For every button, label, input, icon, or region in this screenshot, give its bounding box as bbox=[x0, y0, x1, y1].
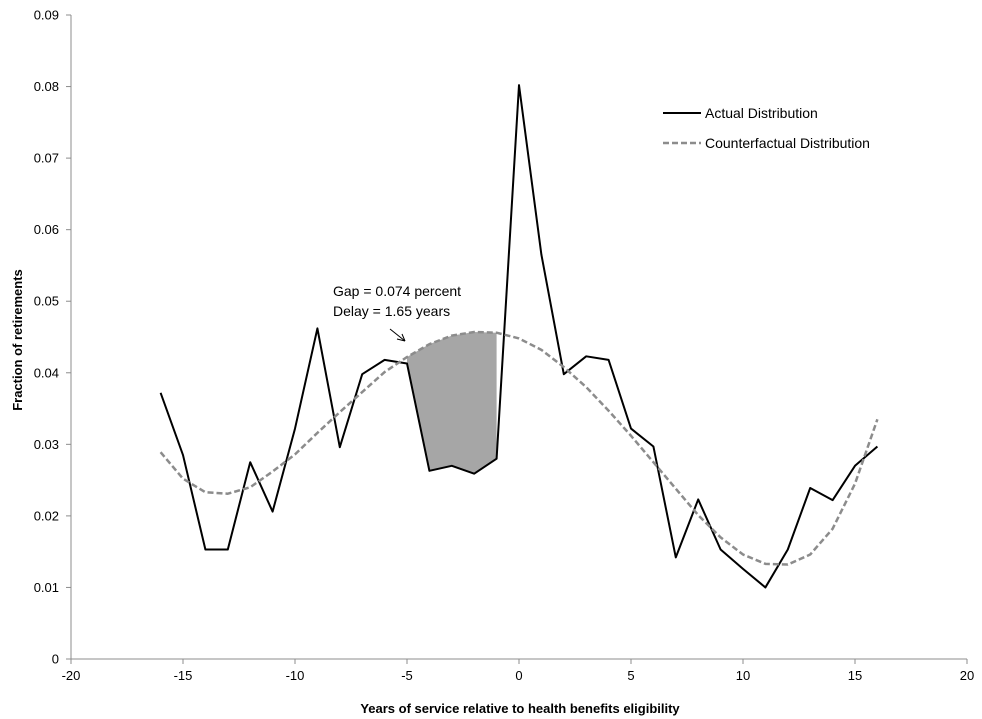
series-line-counterfactual-distribution bbox=[159, 330, 879, 566]
series bbox=[159, 84, 879, 589]
y-tick-label: 0 bbox=[52, 652, 59, 667]
legend: Actual Distribution Counterfactual Distr… bbox=[663, 105, 870, 151]
series-line-actual-distribution bbox=[159, 84, 879, 589]
x-tick-label: 0 bbox=[515, 668, 522, 683]
x-tick-label: 15 bbox=[848, 668, 862, 683]
y-ticks: 0 0.01 0.02 0.03 0.04 0.05 0.06 0.07 0.08 0.09 bbox=[34, 8, 71, 667]
y-tick-label: 0.06 bbox=[34, 222, 59, 237]
x-tick-label: 5 bbox=[627, 668, 634, 683]
annotation-gap: Gap = 0.074 percent bbox=[333, 283, 461, 299]
y-tick-label: 0.08 bbox=[34, 79, 59, 94]
x-tick-label: 20 bbox=[960, 668, 974, 683]
x-tick-label: 10 bbox=[736, 668, 750, 683]
x-tick-label: -10 bbox=[286, 668, 305, 683]
y-tick-label: 0.05 bbox=[34, 294, 59, 309]
y-tick-label: 0.02 bbox=[34, 508, 59, 523]
gap-annotation: Gap = 0.074 percent Delay = 1.65 years bbox=[333, 283, 461, 342]
axes bbox=[70, 15, 967, 660]
y-tick-label: 0.03 bbox=[34, 437, 59, 452]
x-tick-label: -15 bbox=[174, 668, 193, 683]
shaded-gap-region bbox=[407, 331, 497, 474]
legend-label-counterfactual: Counterfactual Distribution bbox=[705, 135, 870, 151]
x-axis-title: Years of service relative to health bene… bbox=[360, 701, 680, 716]
x-ticks: -20 -15 -10 -5 0 5 10 15 20 bbox=[62, 659, 974, 683]
x-tick-label: -5 bbox=[401, 668, 413, 683]
y-axis-title: Fraction of retirements bbox=[10, 269, 25, 411]
gap-area bbox=[407, 331, 497, 474]
y-tick-label: 0.09 bbox=[34, 8, 59, 23]
y-tick-label: 0.04 bbox=[34, 365, 59, 380]
annotation-arrow bbox=[389, 328, 406, 342]
x-tick-label: -20 bbox=[62, 668, 81, 683]
legend-item-actual: Actual Distribution bbox=[663, 105, 818, 121]
y-tick-label: 0.07 bbox=[34, 151, 59, 166]
y-tick-label: 0.01 bbox=[34, 580, 59, 595]
legend-item-counterfactual: Counterfactual Distribution bbox=[663, 135, 870, 151]
annotation-delay: Delay = 1.65 years bbox=[333, 303, 450, 319]
legend-label-actual: Actual Distribution bbox=[705, 105, 818, 121]
